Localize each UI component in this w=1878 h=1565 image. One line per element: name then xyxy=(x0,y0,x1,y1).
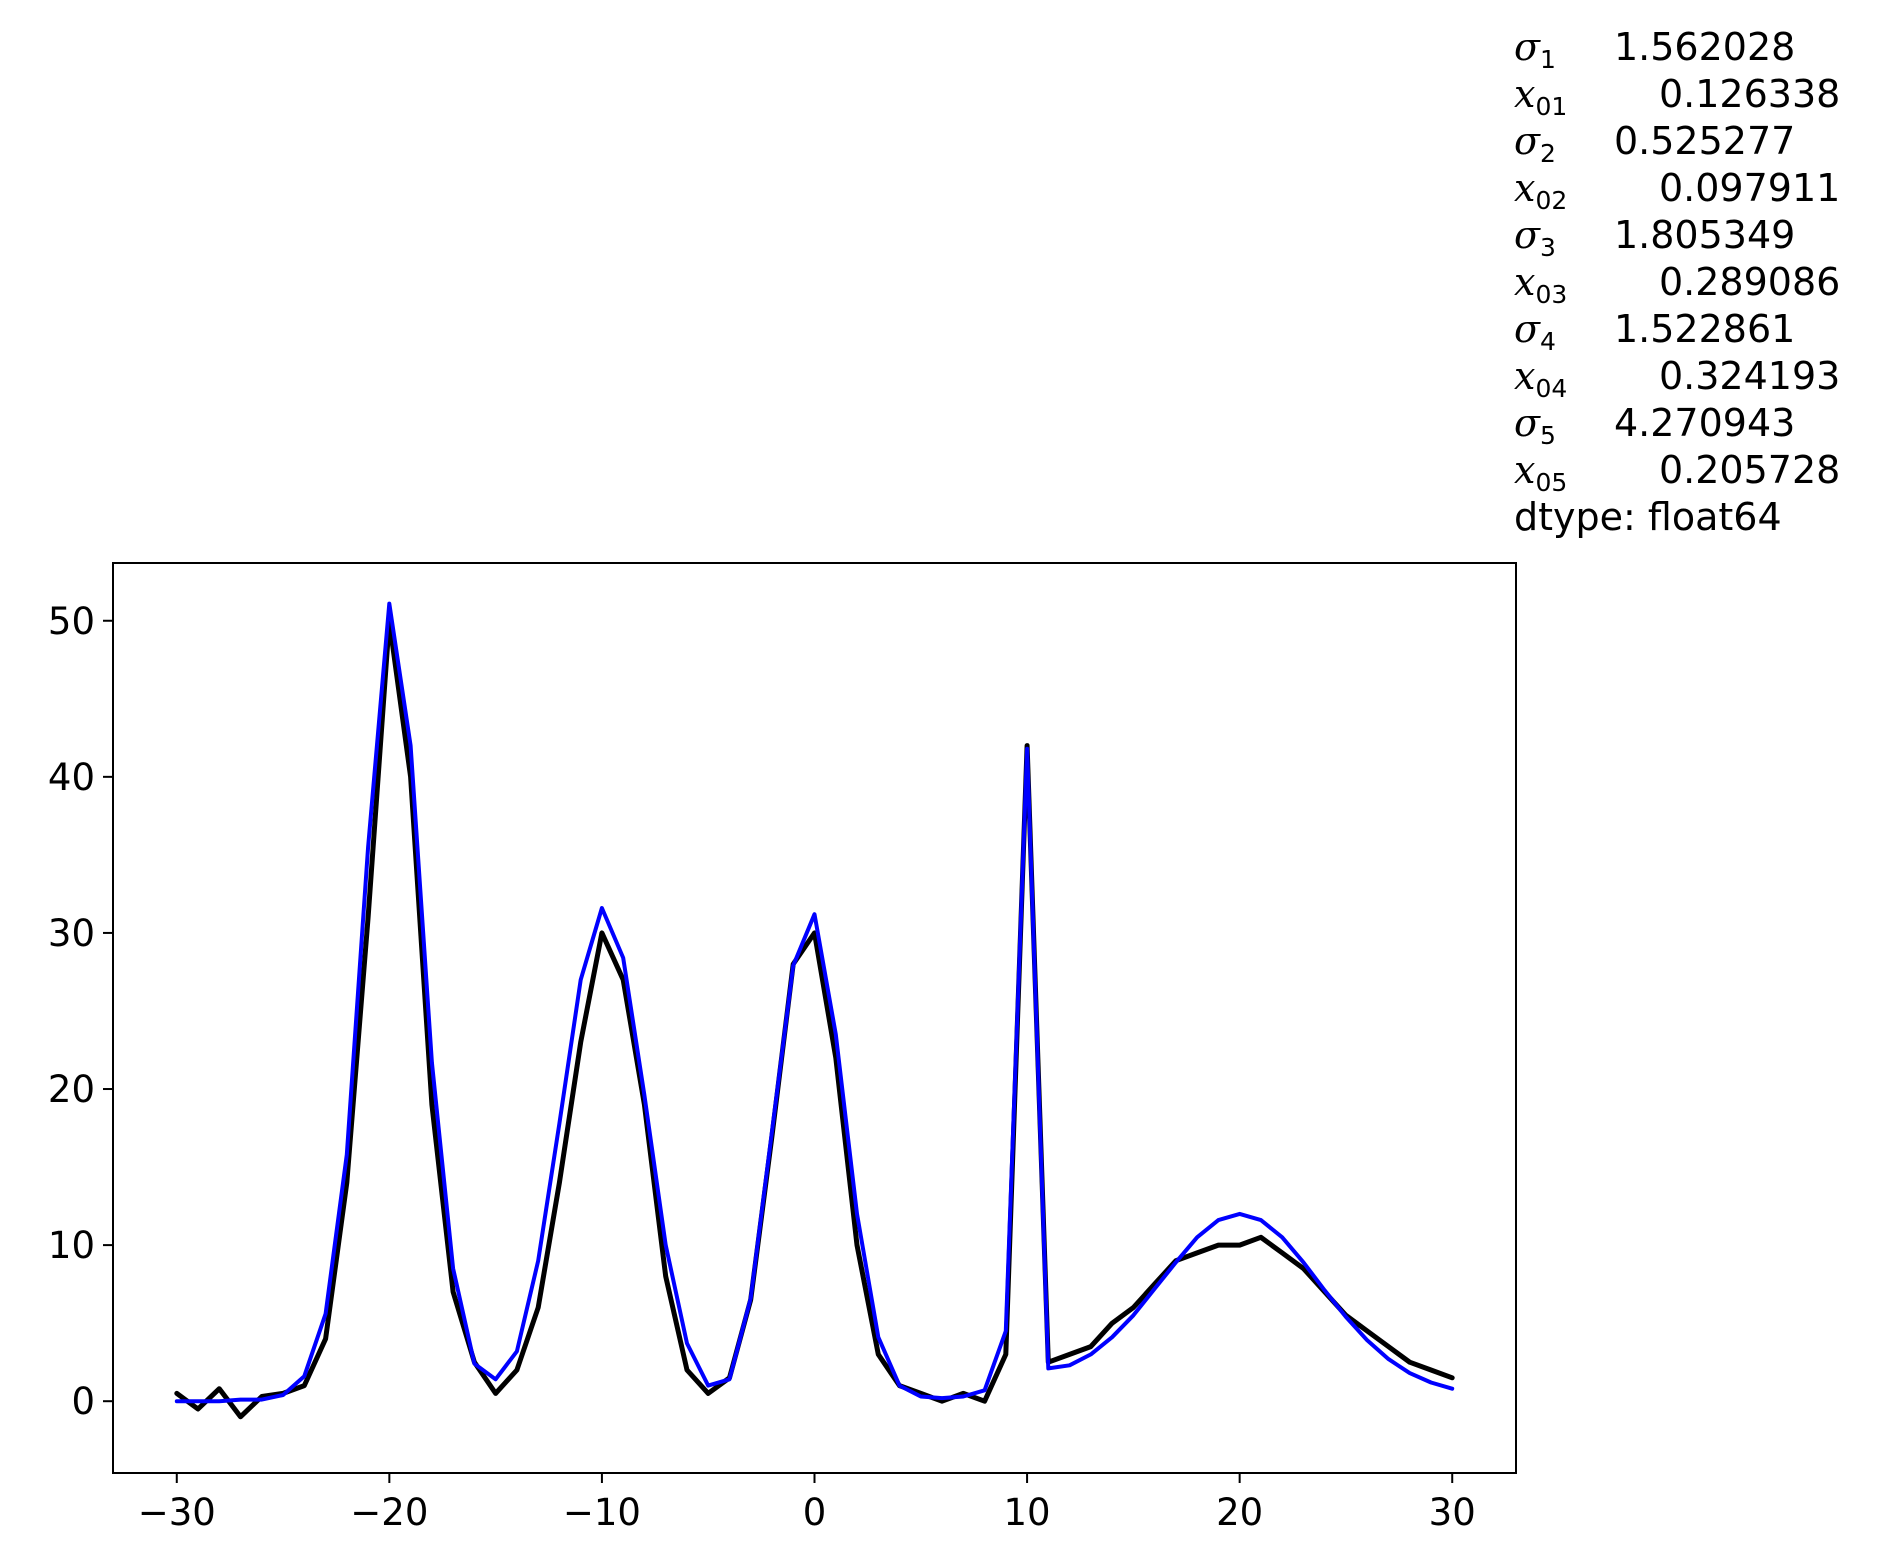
param-label: x03 xyxy=(1514,260,1568,309)
param-value: 4.270943 xyxy=(1614,401,1796,445)
param-value: 0.205728 xyxy=(1659,448,1841,492)
y-tick-label: 10 xyxy=(48,1224,95,1267)
param-value: 1.805349 xyxy=(1614,213,1796,257)
x-axis: −30 −20 −10 0 10 20 30 xyxy=(138,1473,1476,1534)
y-tick-label: 50 xyxy=(48,600,95,643)
param-label: σ4 xyxy=(1514,307,1556,356)
y-tick-label: 0 xyxy=(71,1380,95,1423)
y-tick-label: 40 xyxy=(48,756,95,799)
x-tick-label: −10 xyxy=(563,1491,641,1534)
x-tick-label: 0 xyxy=(803,1491,827,1534)
param-value: 0.324193 xyxy=(1659,354,1841,398)
x-tick-label: 20 xyxy=(1216,1491,1263,1534)
param-value: 0.126338 xyxy=(1659,72,1841,116)
param-value: 0.525277 xyxy=(1614,119,1796,163)
param-label: x01 xyxy=(1514,72,1568,121)
param-label: σ3 xyxy=(1514,213,1556,262)
param-value: 0.289086 xyxy=(1659,260,1841,304)
param-value: 1.562028 xyxy=(1614,25,1796,69)
param-label: σ5 xyxy=(1514,401,1556,450)
y-axis: 0 10 20 30 40 50 xyxy=(48,600,113,1423)
param-label: x02 xyxy=(1514,166,1568,215)
dtype-label: dtype: float64 xyxy=(1514,495,1782,539)
x-tick-label: 10 xyxy=(1004,1491,1051,1534)
param-label: σ1 xyxy=(1514,25,1556,74)
param-value: 0.097911 xyxy=(1659,166,1841,210)
param-label: x05 xyxy=(1514,448,1568,497)
y-tick-label: 20 xyxy=(48,1068,95,1111)
param-label: x04 xyxy=(1514,354,1568,403)
x-tick-label: 30 xyxy=(1429,1491,1476,1534)
x-tick-label: −30 xyxy=(138,1491,216,1534)
param-label: σ2 xyxy=(1514,119,1556,168)
series-layer xyxy=(174,601,1455,1420)
param-value: 1.522861 xyxy=(1614,307,1796,351)
fit-curve xyxy=(174,601,1455,1404)
x-tick-label: −20 xyxy=(350,1491,428,1534)
y-tick-label: 30 xyxy=(48,912,95,955)
